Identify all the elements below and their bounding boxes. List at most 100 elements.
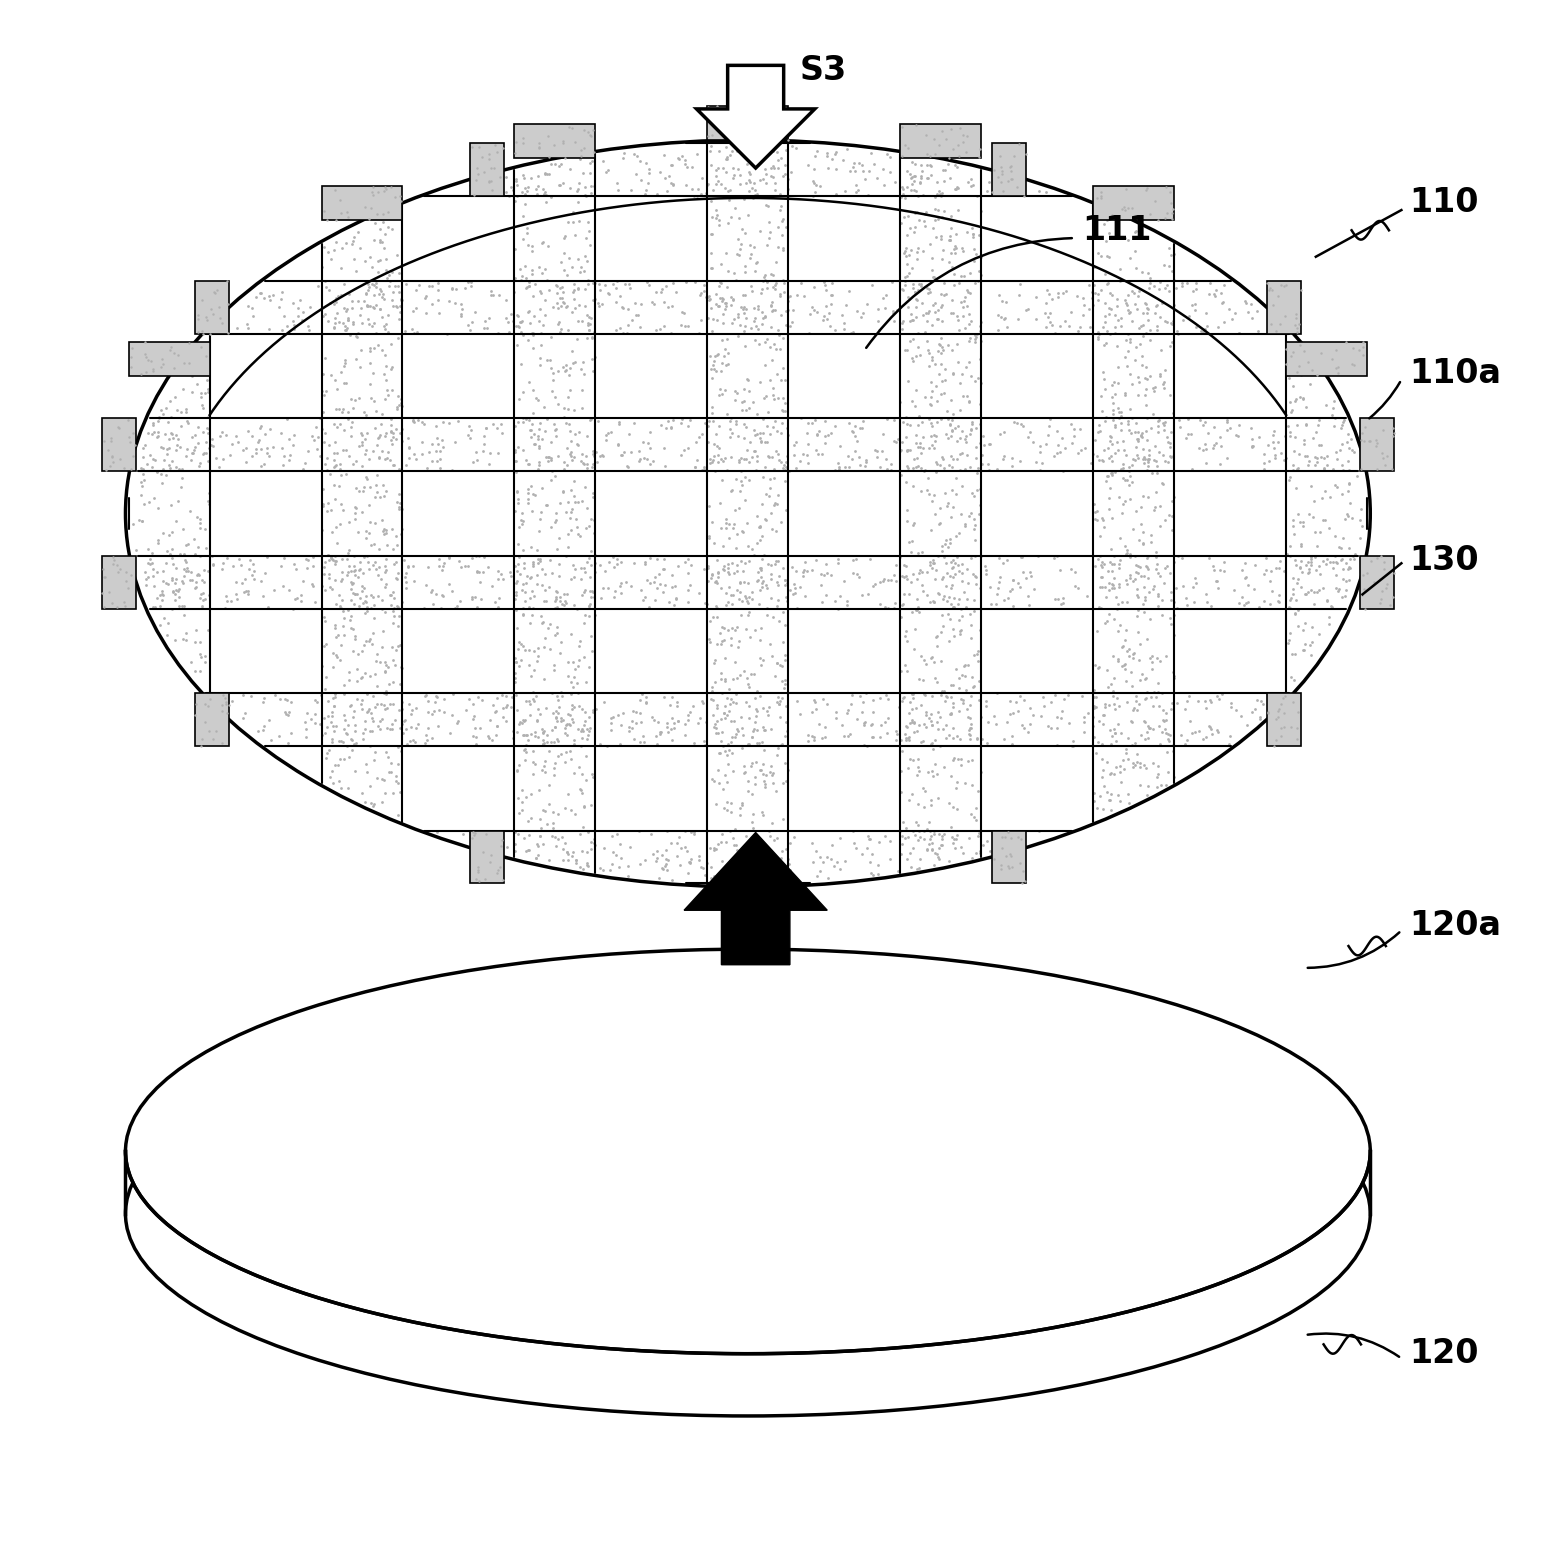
Point [469, 587, 494, 612]
Point [1136, 447, 1161, 471]
Point [1159, 697, 1184, 722]
Point [944, 769, 969, 794]
Point [503, 582, 528, 607]
Point [519, 321, 544, 345]
Point [449, 293, 474, 317]
Point [606, 433, 631, 457]
Point [904, 286, 929, 311]
Point [720, 666, 745, 691]
Point [1259, 559, 1284, 584]
Point [386, 307, 411, 331]
Point [379, 406, 404, 431]
Point [941, 137, 966, 162]
Point [793, 584, 818, 608]
Point [419, 291, 444, 316]
Point [553, 359, 578, 384]
Point [1100, 384, 1125, 409]
Point [1035, 423, 1059, 448]
Point [150, 587, 174, 612]
Point [843, 173, 868, 198]
Point [517, 585, 542, 610]
Point [511, 724, 536, 748]
Point [159, 546, 184, 571]
Point [587, 552, 612, 577]
Point [531, 176, 556, 201]
Point [767, 282, 791, 307]
Point [564, 846, 589, 871]
Point [941, 585, 966, 610]
Point [698, 865, 723, 890]
Point [969, 451, 994, 476]
Point [379, 752, 404, 776]
Point [633, 584, 657, 608]
Point [131, 436, 156, 461]
Point [323, 694, 347, 719]
Point [894, 629, 919, 654]
Point [428, 439, 453, 464]
Polygon shape [195, 282, 229, 335]
Point [665, 708, 690, 733]
Point [358, 773, 383, 798]
Point [1105, 294, 1130, 319]
Point [355, 420, 380, 445]
Point [506, 303, 531, 328]
Point [742, 439, 767, 464]
Point [1134, 756, 1159, 781]
Point [989, 856, 1014, 881]
Point [1150, 289, 1175, 314]
Point [553, 831, 578, 856]
Point [907, 557, 932, 582]
Point [414, 283, 439, 308]
Point [712, 557, 737, 582]
Point [1137, 202, 1162, 227]
Point [939, 254, 964, 279]
Point [393, 565, 418, 590]
Point [753, 775, 777, 800]
Point [164, 555, 189, 580]
Point [963, 330, 988, 355]
Point [675, 269, 700, 294]
Point [189, 593, 213, 618]
Point [860, 862, 885, 887]
Point [240, 563, 265, 588]
Point [511, 555, 536, 580]
Point [946, 666, 971, 691]
Point [723, 194, 748, 219]
Point [324, 207, 349, 232]
Point [905, 812, 930, 837]
Point [1161, 622, 1186, 647]
Point [1108, 755, 1133, 780]
Point [262, 577, 287, 602]
Point [1288, 534, 1313, 559]
Point [749, 574, 774, 599]
Point [997, 689, 1022, 714]
Point [653, 846, 678, 871]
Point [402, 409, 427, 434]
Point [386, 770, 411, 795]
Point [977, 839, 1002, 864]
Point [1201, 433, 1226, 457]
Point [1324, 356, 1349, 381]
Point [918, 280, 943, 305]
Point [548, 708, 573, 733]
Point [136, 551, 160, 576]
Point [575, 313, 600, 338]
Point [1380, 415, 1405, 440]
Point [721, 725, 746, 750]
Point [650, 856, 675, 881]
Point [452, 554, 477, 579]
Point [1357, 429, 1382, 454]
Point [726, 205, 751, 230]
Point [1094, 468, 1119, 493]
Point [876, 720, 901, 745]
Point [913, 457, 938, 482]
Point [946, 271, 971, 296]
Point [723, 467, 748, 492]
Point [168, 475, 193, 499]
Point [1109, 305, 1134, 330]
Point [354, 294, 379, 319]
Point [167, 585, 192, 610]
Point [1120, 196, 1145, 221]
Point [913, 714, 938, 739]
Point [1259, 308, 1284, 333]
